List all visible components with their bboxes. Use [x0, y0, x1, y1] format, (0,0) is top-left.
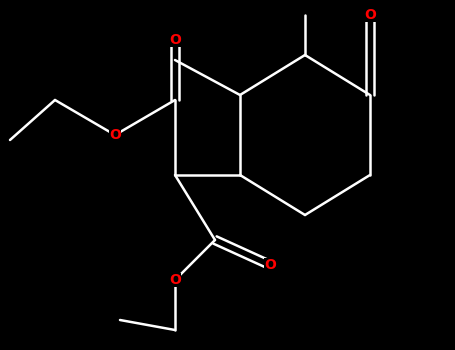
Text: O: O [109, 128, 121, 142]
Text: O: O [264, 258, 276, 272]
Text: O: O [364, 8, 376, 22]
Text: O: O [169, 273, 181, 287]
Text: O: O [169, 33, 181, 47]
